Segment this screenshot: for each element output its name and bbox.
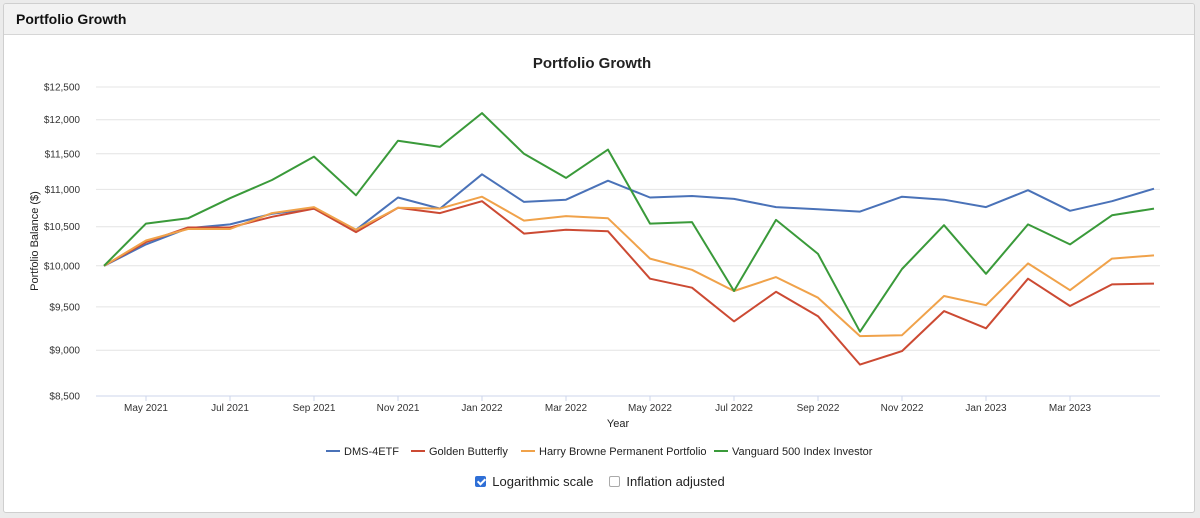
legend-item-label[interactable]: DMS-4ETF <box>344 446 399 458</box>
x-tick-label: Mar 2022 <box>545 403 588 414</box>
x-tick-label: Mar 2023 <box>1049 403 1092 414</box>
legend-item-label[interactable]: Golden Butterfly <box>429 446 508 458</box>
panel-title: Portfolio Growth <box>4 4 1194 35</box>
y-tick-label: $10,500 <box>44 222 81 233</box>
y-tick-label: $9,000 <box>49 346 80 357</box>
x-tick-label: Jan 2023 <box>965 403 1007 414</box>
series-line-3 <box>103 195 1155 338</box>
x-axis-label: Year <box>607 418 630 430</box>
chart-title: Portfolio Growth <box>533 55 651 72</box>
legend-item-label[interactable]: Harry Browne Permanent Portfolio <box>539 446 707 458</box>
inflation-label: Inflation adjusted <box>626 474 725 489</box>
log-scale-option[interactable]: Logarithmic scale <box>475 474 593 489</box>
series-line-2 <box>103 200 1155 366</box>
x-tick-label: Jul 2021 <box>211 403 249 414</box>
y-tick-label: $9,500 <box>49 302 80 313</box>
log-scale-checkbox[interactable] <box>475 476 487 487</box>
legend-item-label[interactable]: Vanguard 500 Index Investor <box>732 446 873 458</box>
x-tick-label: Sep 2021 <box>293 403 336 414</box>
x-tick-label: May 2022 <box>628 403 672 414</box>
y-tick-label: $12,500 <box>44 83 81 94</box>
x-tick-label: Nov 2021 <box>377 403 420 414</box>
x-tick-label: Sep 2022 <box>797 403 840 414</box>
log-scale-label: Logarithmic scale <box>492 474 594 489</box>
inflation-checkbox[interactable] <box>609 476 621 487</box>
y-axis-label: Portfolio Balance ($) <box>29 191 41 291</box>
inflation-option[interactable]: Inflation adjusted <box>609 474 725 489</box>
chart-options: Logarithmic scale Inflation adjusted <box>0 474 1200 489</box>
x-tick-label: Jul 2022 <box>715 403 753 414</box>
y-tick-label: $8,500 <box>49 392 80 403</box>
x-tick-label: Nov 2022 <box>881 403 924 414</box>
y-tick-label: $10,000 <box>44 261 81 272</box>
portfolio-growth-panel: Portfolio Growth <box>3 3 1195 513</box>
y-tick-label: $12,000 <box>44 115 81 126</box>
series-line-4 <box>103 112 1155 333</box>
y-tick-label: $11,500 <box>45 149 81 160</box>
y-tick-label: $11,000 <box>45 185 81 196</box>
x-tick-label: May 2021 <box>124 403 168 414</box>
x-tick-label: Jan 2022 <box>461 403 503 414</box>
